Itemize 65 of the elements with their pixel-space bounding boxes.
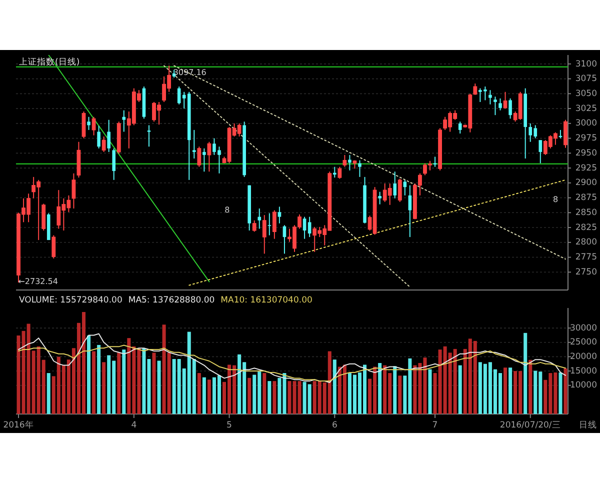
y-tick-label: 3000 [575, 118, 597, 129]
x-tick-label: 2016/07/20/三 [500, 420, 561, 430]
y-tick-label: 10000 [570, 380, 597, 391]
bar [508, 368, 512, 414]
y-tick-label: 2925 [575, 163, 597, 174]
y-tick-label: 2850 [575, 208, 597, 218]
bar [332, 360, 336, 414]
y-tick-label: 3075 [575, 74, 597, 84]
bar [262, 373, 266, 414]
y-tick-label: 30000 [570, 323, 597, 334]
bar [564, 368, 568, 414]
x-tick-label: 5 [226, 420, 232, 430]
annotation: ←2732.54 [18, 276, 58, 286]
y-tick-label: 3025 [575, 104, 597, 114]
bar [46, 373, 50, 414]
bar [152, 352, 156, 414]
bar [122, 350, 126, 414]
bar [272, 381, 276, 414]
bar [528, 360, 532, 414]
bar [102, 362, 106, 414]
annotation: 8 [552, 195, 558, 204]
bar [558, 372, 562, 414]
bar [117, 352, 121, 414]
bar [458, 365, 462, 414]
x-tick-label: 4 [131, 420, 137, 430]
bar [197, 373, 201, 414]
x-tick-label: 2016年 [3, 419, 34, 430]
line-series [18, 333, 566, 383]
annotation: 8 [224, 205, 230, 214]
chart-title: 上证指数(日线) [19, 56, 80, 68]
bar [92, 351, 96, 414]
y-tick-label: 2825 [575, 222, 597, 233]
text: 日线 [579, 419, 597, 430]
bar [398, 376, 402, 414]
x-tick-label: 6 [332, 420, 338, 430]
y-tick-label: 2800 [575, 238, 597, 248]
y-tick-label: 2775 [575, 252, 597, 263]
text: MA10: 161307040.00 [220, 295, 312, 306]
bar [202, 377, 206, 414]
bar [97, 344, 101, 414]
y-tick-label: 2900 [575, 178, 597, 188]
y-tick-label: 2975 [575, 134, 597, 144]
bar [87, 336, 91, 414]
bar [248, 378, 252, 414]
bar [524, 332, 528, 414]
bar [288, 381, 292, 414]
bar [207, 380, 211, 414]
y-tick-label: 25000 [570, 338, 597, 348]
bar [504, 368, 508, 414]
y-tick-label: 2875 [575, 193, 597, 204]
y-tick-label: 2750 [575, 267, 597, 278]
bar [268, 381, 272, 414]
bar [428, 369, 432, 414]
bar [157, 360, 161, 414]
y-tick-label: 20000 [570, 352, 597, 362]
line-series [18, 344, 566, 382]
bar [378, 363, 382, 414]
chart-title: VOLUME: 155729840.00 [19, 295, 122, 306]
text: MA5: 137628880.00 [128, 295, 215, 306]
y-tick-label: 3100 [575, 59, 597, 70]
y-tick-label: 2950 [575, 148, 597, 158]
bar [393, 366, 397, 414]
x-tick-label: 7 [432, 420, 438, 430]
y-tick-label: 15000 [570, 366, 597, 376]
y-tick-label: 3050 [575, 89, 597, 99]
